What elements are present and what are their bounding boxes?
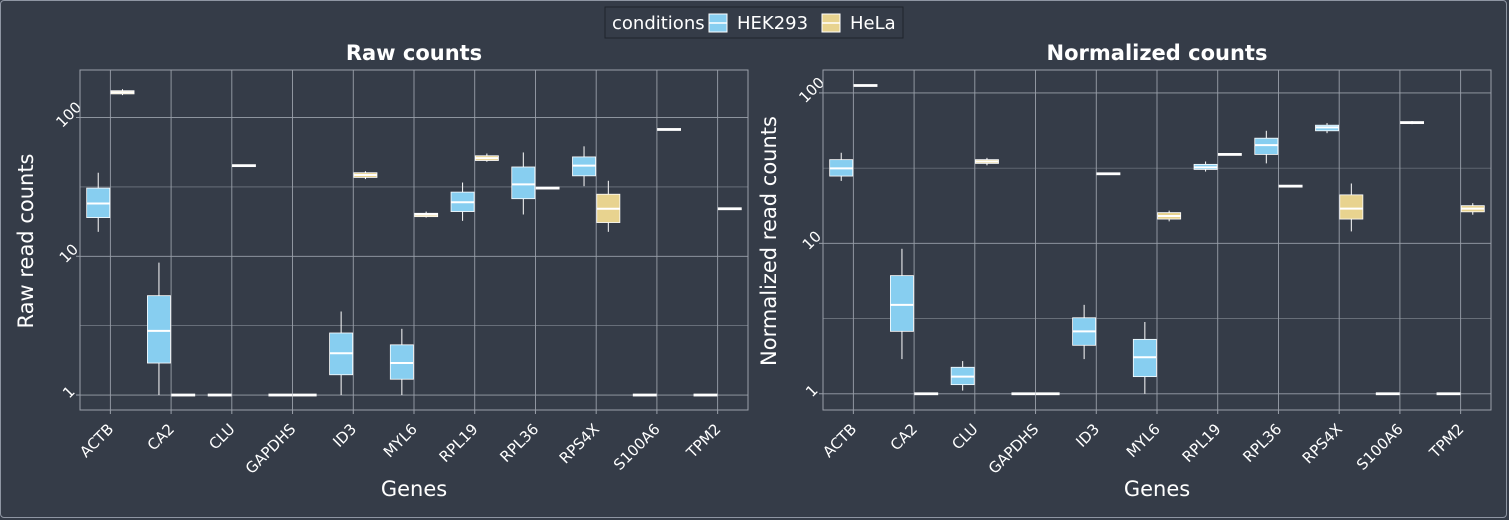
box-hela-id3 bbox=[1096, 172, 1121, 176]
box-hek293-ca2 bbox=[147, 262, 171, 396]
x-tick-label: GAPDHS bbox=[242, 420, 299, 477]
panel-normalized-counts: Normalized counts Normalized read counts… bbox=[757, 41, 1492, 501]
box-hek293-rpl36 bbox=[511, 152, 536, 215]
box-hek293-myl6 bbox=[1132, 321, 1157, 394]
box-hek293-tpm2 bbox=[693, 393, 718, 397]
box-hek293-actb bbox=[829, 152, 854, 181]
x-axis-label: Genes bbox=[381, 477, 447, 501]
box-hela-myl6 bbox=[1157, 210, 1182, 222]
box-hela-ca2 bbox=[171, 393, 196, 397]
box-hela-id3 bbox=[353, 171, 378, 180]
y-axis-label: Raw read counts bbox=[14, 153, 38, 328]
box-hek293-rpl19 bbox=[1193, 161, 1218, 172]
box-hela-rps4x bbox=[1339, 183, 1364, 232]
panel-raw-counts: Raw counts Raw read counts Genes 110100A… bbox=[14, 41, 749, 501]
box-hek293-s100a6 bbox=[632, 393, 657, 397]
box-hek293-id3 bbox=[1072, 304, 1097, 360]
box-body bbox=[511, 166, 536, 200]
box-hek293-rps4x bbox=[572, 146, 596, 187]
x-axis-label: Genes bbox=[1124, 477, 1190, 501]
y-tick-label: 1 bbox=[802, 381, 821, 400]
x-tick-label: CLU bbox=[948, 420, 981, 453]
box-hela-clu bbox=[975, 157, 999, 166]
panel-title: Raw counts bbox=[346, 41, 482, 65]
box-hela-gapdhs bbox=[1035, 392, 1060, 396]
box-hela-s100a6 bbox=[1400, 121, 1424, 125]
x-tick-label: RPS4X bbox=[556, 420, 603, 467]
box-hela-actb bbox=[110, 89, 135, 96]
box-hela-rpl19 bbox=[474, 153, 499, 162]
x-tick-label: RPL36 bbox=[1239, 420, 1285, 466]
x-tick-label: S100A6 bbox=[1353, 420, 1407, 474]
box-hek293-actb bbox=[86, 172, 111, 232]
x-tick-label: RPL36 bbox=[496, 420, 542, 466]
x-tick-label: GAPDHS bbox=[985, 420, 1042, 477]
box-hela-tpm2 bbox=[717, 207, 742, 211]
y-tick-label: 10 bbox=[56, 240, 82, 266]
box-hela-gapdhs bbox=[292, 393, 317, 397]
x-tick-label: TPM2 bbox=[682, 420, 724, 462]
y-tick-label: 1 bbox=[59, 382, 78, 401]
box-body bbox=[147, 295, 171, 364]
x-tick-label: ID3 bbox=[1072, 420, 1103, 451]
box-body bbox=[1254, 137, 1279, 155]
x-tick-label: CA2 bbox=[887, 420, 921, 454]
box-body bbox=[1339, 194, 1364, 220]
box-hek293-tpm2 bbox=[1436, 392, 1461, 396]
x-tick-label: S100A6 bbox=[610, 420, 664, 474]
legend: conditions HEK293 HeLa bbox=[604, 6, 904, 39]
legend-box bbox=[604, 6, 904, 39]
plot-border bbox=[79, 69, 749, 411]
box-hela-actb bbox=[853, 84, 878, 87]
box-hek293-s100a6 bbox=[1375, 392, 1400, 396]
box-body bbox=[389, 344, 414, 380]
box-hek293-rpl19 bbox=[450, 182, 475, 221]
x-tick-label: RPS4X bbox=[1299, 420, 1346, 467]
x-tick-label: RPL19 bbox=[1179, 420, 1225, 466]
x-tick-label: ACTB bbox=[76, 420, 117, 461]
box-hek293-myl6 bbox=[389, 328, 414, 396]
box-hek293-clu bbox=[207, 393, 232, 397]
box-hek293-id3 bbox=[329, 311, 354, 396]
y-tick-label: 10 bbox=[799, 227, 825, 253]
box-hela-clu bbox=[232, 164, 256, 168]
box-hek293-gapdhs bbox=[1011, 392, 1036, 396]
box-hela-myl6 bbox=[414, 211, 439, 218]
box-hela-rpl19 bbox=[1217, 153, 1242, 156]
box-hela-s100a6 bbox=[657, 128, 681, 131]
x-tick-label: CA2 bbox=[144, 420, 178, 454]
x-tick-label: CLU bbox=[205, 420, 238, 453]
panel-title: Normalized counts bbox=[1047, 41, 1268, 65]
box-hek293-ca2 bbox=[890, 248, 914, 360]
plot-border bbox=[822, 69, 1492, 411]
y-axis-label: Normalized read counts bbox=[757, 116, 781, 366]
box-body bbox=[890, 275, 914, 332]
box-hek293-gapdhs bbox=[268, 393, 293, 397]
box-hek293-rps4x bbox=[1315, 123, 1339, 134]
box-hela-rps4x bbox=[596, 180, 621, 232]
legend-label-hek293: HEK293 bbox=[737, 13, 808, 34]
x-tick-label: MYL6 bbox=[1123, 420, 1164, 461]
x-tick-label: MYL6 bbox=[380, 420, 421, 461]
box-hela-ca2 bbox=[914, 392, 939, 396]
x-tick-label: ACTB bbox=[819, 420, 860, 461]
box-hela-rpl36 bbox=[535, 186, 560, 190]
legend-label-hela: HeLa bbox=[850, 13, 896, 34]
box-hek293-rpl36 bbox=[1254, 130, 1279, 164]
x-tick-label: TPM2 bbox=[1425, 420, 1467, 462]
box-hela-tpm2 bbox=[1460, 203, 1485, 215]
legend-title: conditions bbox=[612, 13, 705, 34]
x-tick-label: RPL19 bbox=[436, 420, 482, 466]
x-tick-label: ID3 bbox=[329, 420, 360, 451]
box-hek293-clu bbox=[950, 361, 975, 391]
box-hela-rpl36 bbox=[1278, 184, 1303, 188]
